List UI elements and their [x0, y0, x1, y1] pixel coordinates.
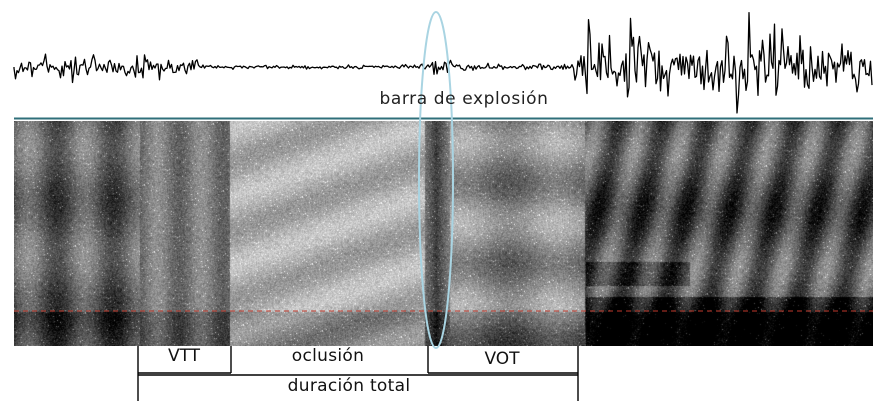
- segment-brackets: [137, 346, 579, 401]
- spectrogram: [14, 121, 873, 346]
- burst-label: barra de explosión: [379, 89, 549, 109]
- closure-label: oclusión: [291, 346, 365, 366]
- waveform: [13, 12, 873, 114]
- burst-ellipse: [418, 11, 454, 349]
- vtt-label: VTT: [167, 346, 201, 366]
- vot-label: VOT: [484, 349, 520, 369]
- total-duration-label: duración total: [287, 376, 411, 396]
